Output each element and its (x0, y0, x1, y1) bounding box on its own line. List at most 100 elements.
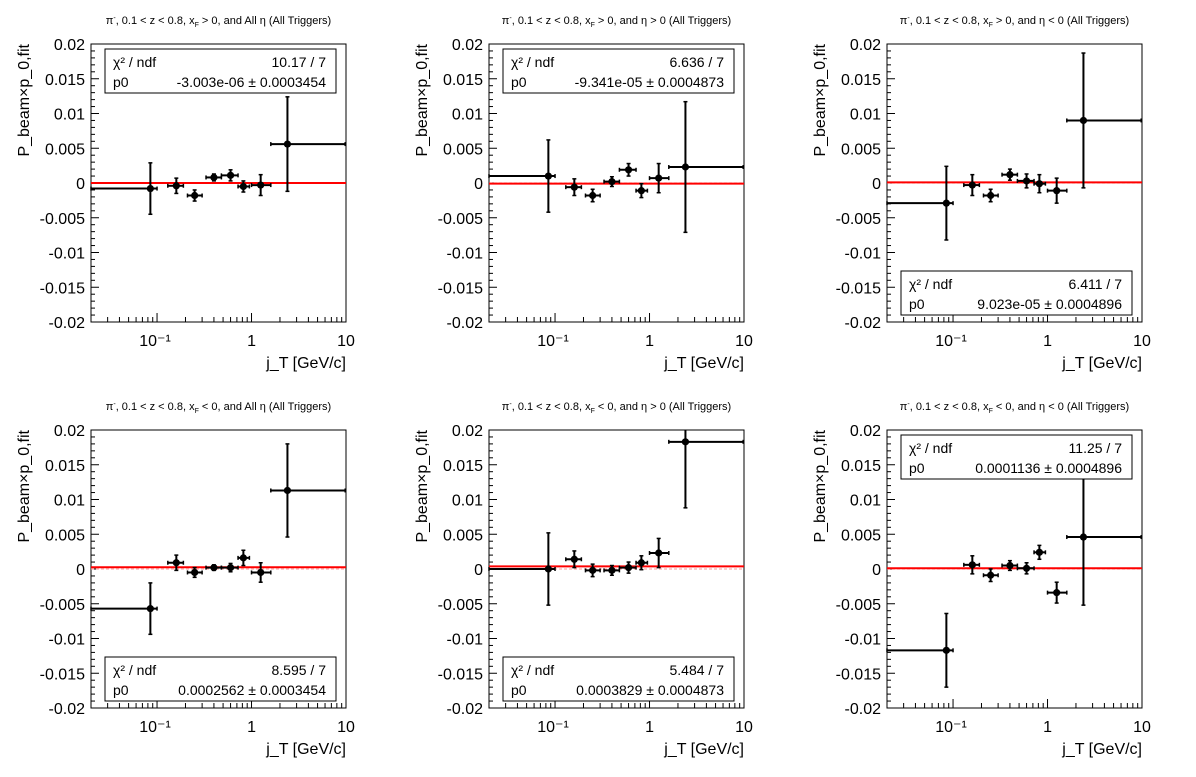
data-point (584, 188, 601, 203)
chart-title: π-, 0.1 < z < 0.8, xF < 0, and η < 0 (Al… (900, 401, 1129, 415)
data-marker (172, 182, 180, 190)
stats-box-frame (900, 270, 1133, 316)
x-axis-label: j_T [GeV/c] (663, 355, 744, 372)
p0-label: p0 (113, 74, 129, 90)
title-rest: > 0, and All η (All Triggers) (199, 15, 331, 27)
data-marker (544, 172, 552, 180)
data-point (565, 550, 583, 569)
y-tick-label: -0.005 (40, 211, 85, 228)
stats-box-frame (502, 48, 735, 94)
x-tick-label: 10⁻¹ (139, 333, 171, 350)
data-point (167, 177, 185, 195)
data-marker (681, 163, 690, 171)
data-point (90, 162, 158, 216)
title-xf-sub: F (989, 408, 993, 415)
data-point (1066, 52, 1142, 189)
y-tick-label: -0.015 (438, 280, 483, 297)
data-point (237, 549, 251, 567)
data-point (618, 162, 637, 177)
y-tick-label: -0.005 (438, 211, 483, 228)
y-tick-label: -0.005 (836, 211, 881, 228)
title-rest: > 0, and η > 0 (All Triggers) (595, 15, 731, 27)
data-marker (608, 566, 616, 574)
data-marker (987, 571, 995, 579)
chi2-label: χ² / ndf (511, 54, 554, 70)
chart-title: π-, 0.1 < z < 0.8, xF > 0, and η < 0 (Al… (900, 15, 1129, 29)
title-xf-sub: F (195, 22, 199, 29)
p0-label: p0 (511, 74, 527, 90)
title-particle: π (106, 15, 114, 27)
p0-value: 0.0001136 ± 0.0004896 (975, 460, 1122, 476)
y-axis-label: P_beam×p_0,fit (16, 429, 33, 542)
chart-panel-2: π-, 0.1 < z < 0.8, xF > 0, and η > 0 (Al… (414, 15, 753, 372)
title-cuts: , 0.1 < z < 0.8, x (910, 15, 989, 27)
data-marker (942, 646, 950, 654)
data-point (220, 562, 239, 573)
y-tick-label: -0.015 (40, 666, 85, 683)
data-marker (608, 178, 616, 186)
y-tick-label: 0.005 (443, 141, 483, 158)
y-tick-label: 0.015 (841, 72, 881, 89)
data-point (584, 563, 601, 578)
y-tick-label: 0.01 (850, 493, 881, 510)
title-charge: - (509, 15, 512, 22)
y-tick-label: -0.015 (40, 280, 85, 297)
y-tick-label: 0 (76, 176, 85, 193)
x-tick-label: 1 (247, 333, 256, 350)
stats-box: χ² / ndf 6.636 / 7 p0 -9.341e-05 ± 0.000487… (502, 48, 735, 94)
data-point (886, 165, 954, 241)
data-marker (191, 191, 199, 200)
chi2-value: 6.636 / 7 (670, 54, 725, 70)
y-tick-label: -0.01 (845, 632, 882, 649)
chi2-label: χ² / ndf (909, 440, 952, 456)
data-point (1016, 561, 1035, 575)
x-tick-label: 10⁻¹ (935, 719, 967, 736)
y-tick-label: -0.02 (845, 701, 882, 718)
stats-box: χ² / ndf 8.595 / 7 p0 0.0002562 ± 0.0003454 (104, 656, 337, 702)
p0-value: -9.341e-05 ± 0.0004873 (575, 74, 725, 90)
data-marker (257, 568, 265, 577)
data-marker (655, 174, 663, 182)
y-tick-label: -0.015 (836, 280, 881, 297)
y-tick-label: 0.015 (45, 458, 85, 475)
data-point (250, 173, 272, 197)
stats-box: χ² / ndf 11.25 / 7 p0 0.0001136 ± 0.0004896 (900, 434, 1133, 480)
data-marker (637, 187, 645, 195)
y-tick-label: -0.005 (40, 597, 85, 614)
data-marker (226, 171, 235, 179)
data-marker (637, 559, 645, 567)
x-tick-label: 10⁻¹ (537, 333, 569, 350)
data-marker (283, 140, 292, 148)
y-tick-label: 0.01 (452, 107, 483, 124)
chi2-label: χ² / ndf (909, 276, 952, 292)
y-tick-label: 0.005 (841, 527, 881, 544)
y-tick-label: -0.005 (438, 597, 483, 614)
y-tick-label: -0.01 (49, 632, 86, 649)
data-point (186, 189, 203, 202)
y-tick-label: -0.01 (447, 632, 484, 649)
y-tick-label: 0.015 (841, 458, 881, 475)
y-tick-label: -0.02 (49, 315, 86, 332)
title-cuts: , 0.1 < z < 0.8, x (512, 15, 591, 27)
data-point (603, 175, 621, 188)
data-marker (1035, 548, 1043, 556)
chi2-value: 8.595 / 7 (272, 662, 327, 678)
title-rest: > 0, and η < 0 (All Triggers) (993, 15, 1129, 27)
data-marker (624, 564, 633, 572)
data-marker (1006, 171, 1014, 179)
title-particle: π (502, 15, 510, 27)
chart-title: π-, 0.1 < z < 0.8, xF < 0, and All η (Al… (106, 401, 331, 415)
data-marker (1035, 180, 1043, 188)
data-marker (589, 566, 597, 574)
data-marker (589, 191, 597, 200)
p0-label: p0 (511, 682, 527, 698)
stats-box-frame (900, 434, 1133, 480)
title-xf-sub: F (989, 22, 993, 29)
data-point (270, 443, 346, 538)
y-tick-label: -0.015 (438, 666, 483, 683)
y-tick-label: 0.015 (443, 458, 483, 475)
chi2-value: 10.17 / 7 (272, 54, 327, 70)
data-point (250, 561, 272, 583)
y-tick-label: -0.02 (447, 701, 484, 718)
chart-title: π-, 0.1 < z < 0.8, xF > 0, and All η (Al… (106, 15, 331, 29)
